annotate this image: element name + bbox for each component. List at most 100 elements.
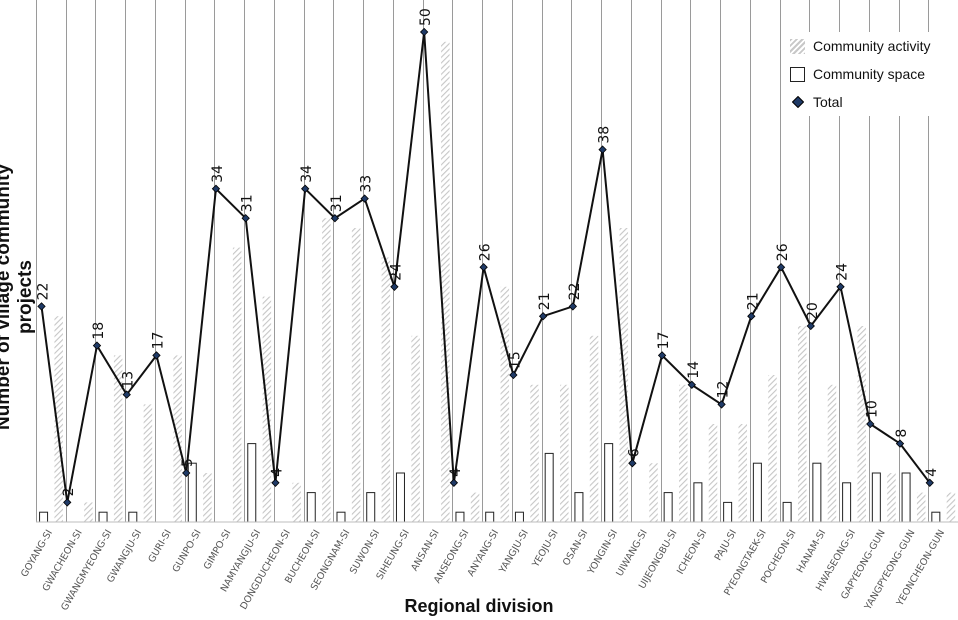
total-value-label: 34 xyxy=(299,165,315,183)
bar-space xyxy=(187,462,197,523)
total-marker xyxy=(806,321,815,331)
total-value-label: 26 xyxy=(478,243,494,261)
x-tick-label: GIMPO-SI xyxy=(202,528,234,572)
x-tick-label: YEOJU-SI xyxy=(530,528,561,570)
total-value-label: 22 xyxy=(567,283,583,301)
total-value-label: 21 xyxy=(745,292,761,310)
total-value-label: 2 xyxy=(61,487,77,496)
x-tick-label: ANYANG-SI xyxy=(466,528,501,578)
total-marker xyxy=(628,459,637,468)
bar-space xyxy=(544,452,554,523)
total-marker xyxy=(717,400,726,409)
bar-space xyxy=(812,462,822,523)
legend-item-total: Total xyxy=(790,88,930,116)
total-marker xyxy=(479,263,488,272)
total-marker xyxy=(182,468,191,478)
total-marker xyxy=(152,351,161,360)
bar-space xyxy=(485,511,495,523)
x-tick-label: PAJU-SI xyxy=(713,528,739,563)
bar-space xyxy=(336,511,346,523)
total-marker xyxy=(390,282,399,291)
total-marker xyxy=(271,478,280,487)
bar-space xyxy=(306,492,316,523)
bar-activity xyxy=(441,41,450,523)
total-value-label: 34 xyxy=(210,165,226,183)
x-tick-label: HANAM-SI xyxy=(795,528,828,575)
total-marker xyxy=(211,184,221,193)
bar-activity xyxy=(411,335,420,522)
y-axis-title: Number of village community projects xyxy=(0,163,36,431)
total-value-label: 20 xyxy=(805,302,821,320)
bar-activity xyxy=(500,286,510,522)
total-value-label: 4 xyxy=(269,468,285,477)
bar-space xyxy=(128,511,138,523)
bar-space xyxy=(247,443,257,523)
bar-space xyxy=(931,511,941,523)
total-value-label: 15 xyxy=(507,351,523,369)
bar-space xyxy=(663,492,673,523)
total-marker xyxy=(360,194,369,203)
bar-space xyxy=(693,482,703,523)
bar-space xyxy=(723,501,733,523)
x-tick-label: YANGJU-SI xyxy=(497,528,531,576)
total-marker xyxy=(538,312,548,321)
bar-activity xyxy=(887,473,896,522)
bar-activity xyxy=(530,384,539,522)
total-value-label: 14 xyxy=(686,361,702,379)
outline-swatch-icon xyxy=(790,66,805,82)
bar-activity xyxy=(381,257,391,522)
bar-space xyxy=(901,472,911,523)
legend-label-activity: Community activity xyxy=(813,38,931,54)
total-value-label: 8 xyxy=(894,429,910,438)
bar-space xyxy=(782,501,792,523)
total-markers xyxy=(37,27,934,507)
bar-activity xyxy=(203,473,212,522)
total-value-label: 50 xyxy=(418,8,434,26)
legend-label-space: Community space xyxy=(813,66,926,82)
total-value-label: 38 xyxy=(597,126,613,144)
total-marker xyxy=(776,263,786,272)
total-marker xyxy=(122,390,131,399)
legend-item-space: Community space xyxy=(790,60,930,88)
bar-activity xyxy=(84,502,93,522)
diamond-marker-icon xyxy=(790,95,805,110)
bar-activity xyxy=(143,404,153,522)
total-marker xyxy=(92,341,102,350)
bar-space xyxy=(395,472,405,523)
x-axis-title: Regional division xyxy=(404,596,554,616)
bar-activity xyxy=(351,228,361,522)
total-marker xyxy=(747,312,756,321)
x-tick-label: GUNPO-SI xyxy=(171,528,204,574)
bar-activity xyxy=(113,355,123,522)
bar-space xyxy=(871,472,881,523)
bar-space xyxy=(842,482,852,523)
total-marker xyxy=(509,370,518,380)
total-value-label: 17 xyxy=(656,332,672,350)
total-marker xyxy=(63,498,72,507)
total-marker xyxy=(866,419,875,429)
bar-activity xyxy=(827,384,837,522)
bar-space xyxy=(455,511,465,523)
x-tick-label: YONGIN-SI xyxy=(585,528,620,577)
total-marker xyxy=(241,214,250,223)
total-marker xyxy=(687,380,696,389)
total-value-label: 13 xyxy=(121,371,137,389)
total-value-label: 21 xyxy=(537,292,553,310)
total-value-label: 4 xyxy=(448,468,464,477)
bar-activity xyxy=(292,482,301,522)
bar-activity xyxy=(589,335,599,522)
hatched-swatch-icon xyxy=(790,38,805,54)
x-tick-label: ICHEON-SI xyxy=(675,528,709,576)
total-value-labels: 2221813175343143431332450426152122386171… xyxy=(36,8,940,496)
bar-activity xyxy=(916,492,926,522)
bar-activity xyxy=(470,492,480,522)
total-value-label: 31 xyxy=(329,194,345,212)
total-marker xyxy=(568,302,578,311)
x-tick-label: OSAN-SI xyxy=(561,528,590,568)
bar-space xyxy=(574,492,584,523)
bar-space xyxy=(39,511,49,523)
total-value-label: 31 xyxy=(240,194,256,212)
total-value-label: 12 xyxy=(716,381,732,399)
bar-activity xyxy=(54,316,63,522)
